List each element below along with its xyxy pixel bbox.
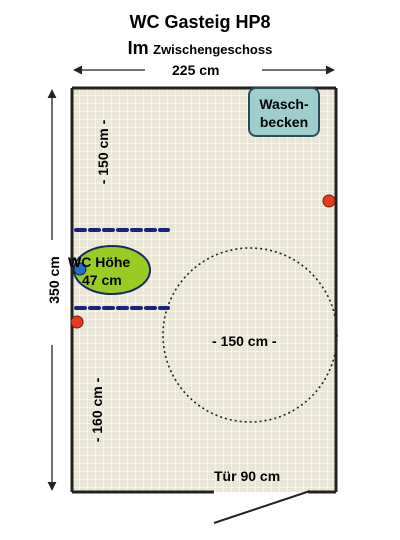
blue-marker-icon	[73, 262, 87, 276]
upper-clearance-label: - 150 cm -	[95, 119, 111, 185]
width-label: 225 cm	[172, 62, 220, 78]
turning-circle	[162, 247, 338, 423]
red-marker-left-icon	[70, 315, 84, 329]
plan-title: WC Gasteig HP8	[129, 12, 271, 32]
door-label: Tür 90 cm	[214, 468, 281, 484]
toilet-label-line1: WC Höhe	[68, 254, 131, 270]
height-label: 350 cm	[46, 256, 62, 304]
toilet-label-line2: 47 cm	[82, 272, 122, 288]
sink-label-line2: becken	[259, 114, 309, 130]
subtitle-prefix: Im	[127, 38, 149, 58]
door-leaf	[213, 490, 311, 524]
sink-label-line1: Wasch-	[259, 96, 309, 112]
plan-subtitle: Im Zwischengeschoss	[0, 38, 400, 59]
turning-circle-label: - 150 cm -	[212, 333, 277, 349]
subtitle-floor: Zwischengeschoss	[153, 42, 273, 57]
sink: Wasch- becken	[248, 87, 320, 137]
toilet-label: WC Höhe 47 cm	[68, 253, 158, 289]
lower-clearance-label: - 160 cm -	[89, 377, 105, 443]
red-marker-right-icon	[322, 194, 336, 208]
